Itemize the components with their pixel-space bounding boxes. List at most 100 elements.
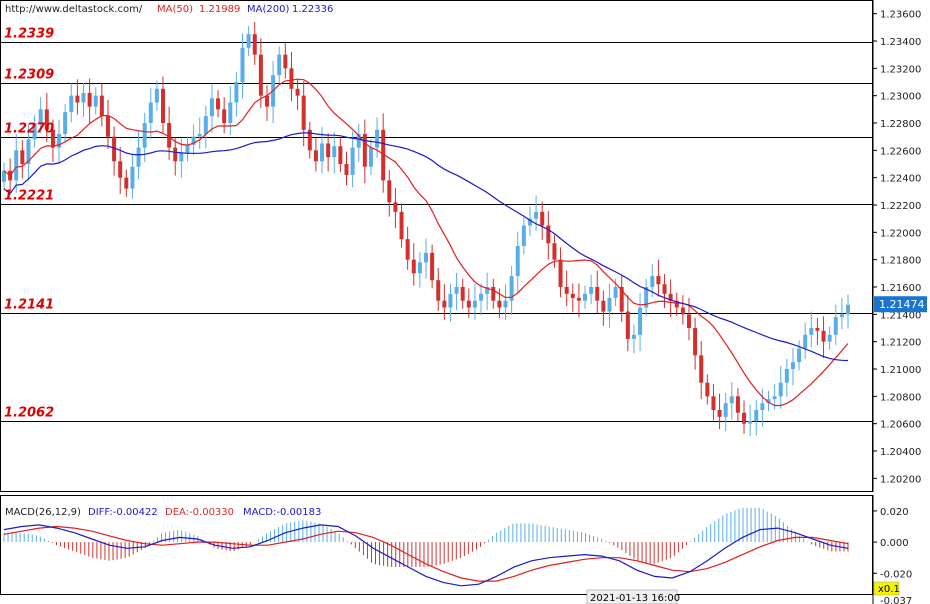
price-tick-label: 1.22600 <box>880 146 921 157</box>
candle-body <box>191 136 196 145</box>
candle-body <box>197 133 202 137</box>
candle-body <box>656 276 661 285</box>
macd-diff-line <box>3 524 849 587</box>
candle-body <box>20 150 25 164</box>
candle-body <box>729 396 734 404</box>
level-label: 1.2141 <box>4 298 54 313</box>
price-tick-label: 1.21200 <box>880 338 921 349</box>
candle-body <box>148 102 153 123</box>
candle-body <box>735 396 740 413</box>
candle-body <box>405 239 410 260</box>
candle-body <box>277 54 282 76</box>
candle-body <box>797 348 802 363</box>
candle-body <box>228 102 233 123</box>
candle-body <box>766 399 771 404</box>
candle-body <box>509 276 514 301</box>
candle-body <box>69 95 74 113</box>
candle-body <box>839 314 844 318</box>
price-tick-label: 1.22800 <box>880 119 921 130</box>
candle-body <box>589 287 594 294</box>
ma50-value: 1.21989 <box>199 4 240 15</box>
candle-body <box>57 133 62 148</box>
candle-body <box>105 116 110 137</box>
candle-body <box>558 259 563 287</box>
candle-body <box>338 146 343 164</box>
candle-body <box>112 136 117 162</box>
macd-tick-label: -0.020 <box>880 569 912 580</box>
candle-body <box>754 410 759 421</box>
candle-body <box>362 133 367 167</box>
candle-body <box>662 284 667 294</box>
candle-body <box>479 293 484 301</box>
candle-body <box>264 95 269 107</box>
source-url[interactable]: http://www.deltastock.com/ <box>5 4 143 15</box>
candle-body <box>301 95 306 130</box>
macd-bottom-tick: -0.037 <box>880 596 912 604</box>
candle-body <box>631 334 636 339</box>
price-tick-label: 1.22000 <box>880 228 921 239</box>
candle-body <box>546 225 551 244</box>
candle-body <box>350 147 355 175</box>
candle-body <box>460 287 465 301</box>
candle-body <box>772 396 777 400</box>
candle-body <box>234 82 239 103</box>
candle-body <box>209 98 214 117</box>
price-axis: 1.23600 1.23400 1.23200 1.23000 1.22800 1.226… <box>872 0 927 492</box>
level-label: 1.2062 <box>4 406 54 421</box>
price-tick-label: 1.23200 <box>880 64 921 75</box>
candle-body <box>99 95 104 117</box>
candle-body <box>846 304 850 315</box>
ma200-line <box>3 132 849 362</box>
candle-body <box>130 166 135 189</box>
candle-body <box>564 287 569 294</box>
candle-body <box>313 150 318 162</box>
candle-body <box>344 164 349 175</box>
candle-body <box>686 314 691 328</box>
candle-body <box>472 300 477 308</box>
candle-body <box>638 307 643 335</box>
ma50-label: MA(50) <box>157 4 193 15</box>
candle-body <box>399 211 404 240</box>
candle-body <box>668 293 673 301</box>
candle-body <box>534 211 539 219</box>
macd-histogram-value: MACD:-0.00183 <box>243 507 321 518</box>
candle-body <box>124 177 129 189</box>
candle-body <box>375 129 380 148</box>
price-pane-frame <box>0 0 873 492</box>
candle-body <box>485 287 490 294</box>
candle-body <box>393 202 398 212</box>
candle-body <box>356 133 361 148</box>
candle-body <box>161 88 166 123</box>
candle-body <box>14 150 19 181</box>
candle-body <box>307 129 312 151</box>
candle-body <box>497 300 502 308</box>
candle-body <box>38 109 43 123</box>
candle-body <box>821 330 826 342</box>
candle-body <box>705 382 710 397</box>
candle-body <box>326 143 331 158</box>
macd-tick-label: 0.020 <box>880 507 909 518</box>
candle-body <box>625 311 630 339</box>
macd-dea-value: DEA:-0.00330 <box>165 507 234 518</box>
candle-body <box>583 293 588 301</box>
candle-body <box>2 170 6 182</box>
macd-dea-line <box>3 525 849 582</box>
macd-tick-label: 0.000 <box>880 538 909 549</box>
candle-body <box>680 307 685 315</box>
candle-body <box>44 109 49 130</box>
zoom-indicator[interactable] <box>873 581 900 596</box>
price-tick-label: 1.22200 <box>880 201 921 212</box>
candle-body <box>644 287 649 308</box>
candle-body <box>63 112 68 134</box>
candle-body <box>32 123 37 140</box>
candle-body <box>521 225 526 246</box>
candle-body <box>240 47 245 82</box>
price-pane: 1.2339 1.2309 1.2270 1.2221 1.2141 1.2062 <box>0 0 873 492</box>
level-label: 1.2309 <box>4 68 54 83</box>
candle-body <box>723 403 728 417</box>
price-tick-label: 1.21600 <box>880 283 921 294</box>
candle-body <box>748 420 753 424</box>
candle-body <box>436 280 441 301</box>
last-price-label: 1.21474 <box>879 298 925 311</box>
